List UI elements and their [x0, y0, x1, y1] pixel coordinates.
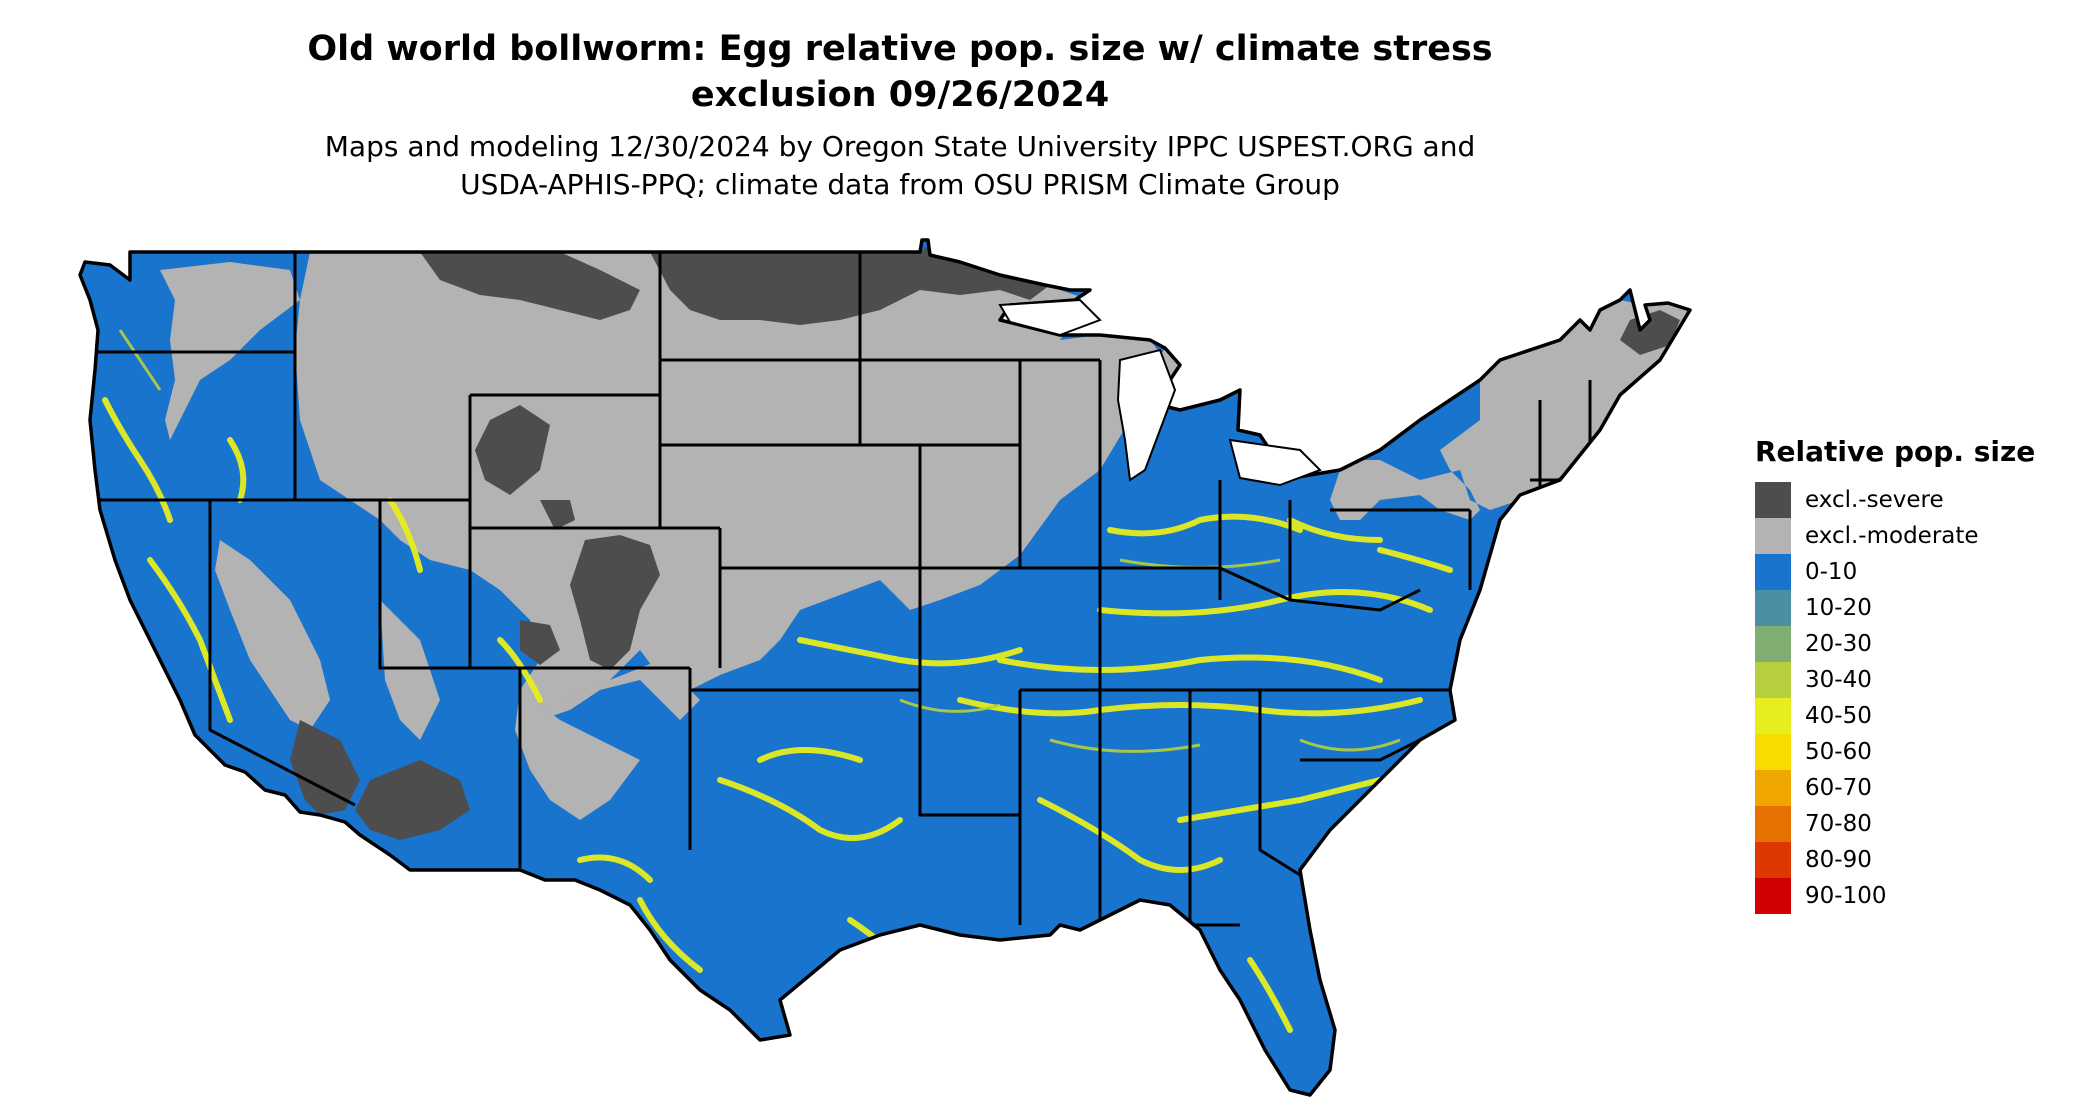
legend-item: 30-40: [1755, 662, 2085, 698]
legend-swatch: [1755, 554, 1791, 590]
map-title-line-2: exclusion 09/26/2024: [690, 75, 1110, 115]
legend-swatch: [1755, 662, 1791, 698]
legend-item: 0-10: [1755, 554, 2085, 590]
legend-item: 50-60: [1755, 734, 2085, 770]
legend-label: 0-10: [1805, 559, 1858, 585]
legend-swatch: [1755, 698, 1791, 734]
legend-swatch: [1755, 590, 1791, 626]
legend-label: 20-30: [1805, 631, 1872, 657]
map-subtitle-line-2: USDA-APHIS-PPQ; climate data from OSU PR…: [460, 168, 1340, 201]
legend-item: 40-50: [1755, 698, 2085, 734]
legend-title: Relative pop. size: [1755, 435, 2036, 468]
legend-label: excl.-moderate: [1805, 523, 1979, 549]
legend-label: 60-70: [1805, 775, 1872, 801]
legend-swatch: [1755, 518, 1791, 554]
legend-swatch: [1755, 878, 1791, 914]
legend-swatch: [1755, 806, 1791, 842]
legend-swatch: [1755, 626, 1791, 662]
map-subtitle-line-1: Maps and modeling 12/30/2024 by Oregon S…: [324, 130, 1476, 163]
legend-item: 90-100: [1755, 878, 2085, 914]
legend-label: 90-100: [1805, 883, 1887, 909]
legend-label: 10-20: [1805, 595, 1872, 621]
legend-label: 70-80: [1805, 811, 1872, 837]
legend-label: 30-40: [1805, 667, 1872, 693]
legend-swatch: [1755, 482, 1791, 518]
legend-item: 60-70: [1755, 770, 2085, 806]
legend-swatch: [1755, 770, 1791, 806]
map-title-line-1: Old world bollworm: Egg relative pop. si…: [307, 29, 1493, 69]
legend-item: excl.-moderate: [1755, 518, 2085, 554]
legend-swatch: [1755, 734, 1791, 770]
legend-item: 10-20: [1755, 590, 2085, 626]
legend-item: 70-80: [1755, 806, 2085, 842]
legend-label: 50-60: [1805, 739, 1872, 765]
legend-item: excl.-severe: [1755, 482, 2085, 518]
legend-label: 80-90: [1805, 847, 1872, 873]
legend-label: excl.-severe: [1805, 487, 1944, 513]
legend-items: excl.-severe excl.-moderate 0-10 10-20 20-30…: [1755, 482, 2085, 914]
legend-swatch: [1755, 842, 1791, 878]
legend-item: 80-90: [1755, 842, 2085, 878]
legend-label: 40-50: [1805, 703, 1872, 729]
map-legend: Relative pop. size excl.-severe excl.-mod…: [1755, 432, 2085, 914]
legend-item: 20-30: [1755, 626, 2085, 662]
